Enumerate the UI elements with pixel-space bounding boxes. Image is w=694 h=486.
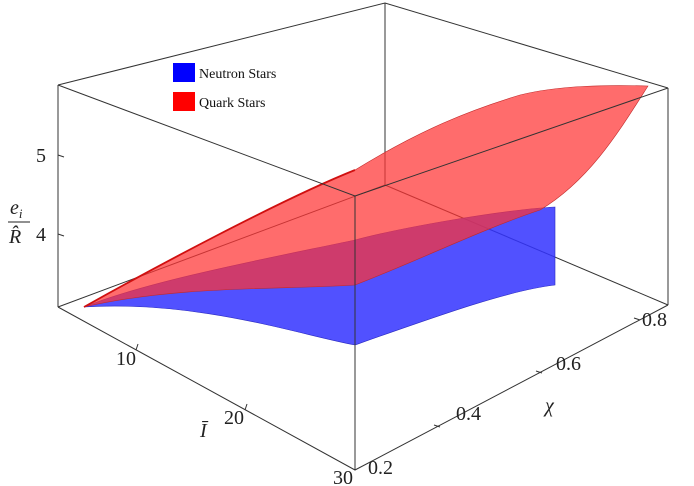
legend: Neutron Stars Quark Stars <box>173 63 276 111</box>
x-axis: 10 20 30 Ī <box>116 343 353 486</box>
surface-quark-stars <box>83 85 649 308</box>
y-tick-label-0.8: 0.8 <box>642 309 667 331</box>
x-tick-label-20: 20 <box>224 407 244 429</box>
legend-swatch-neutron-stars <box>173 63 195 82</box>
legend-label-neutron-stars: Neutron Stars <box>199 67 276 82</box>
z-tick-label-4: 4 <box>36 224 46 246</box>
box-front-edges <box>57 84 669 471</box>
legend-swatch-quark-stars <box>173 92 195 111</box>
z-axis: 5 4 ei R̂ <box>8 145 65 248</box>
z-axis-label-denominator: R̂ <box>8 225 21 248</box>
quark-front-edge <box>83 169 356 308</box>
z-tick-label-5: 5 <box>36 145 46 167</box>
y-tick-label-0.4: 0.4 <box>456 403 481 425</box>
x-tick-label-10: 10 <box>116 348 136 370</box>
y-axis-label: χ <box>543 395 555 417</box>
quark-surface <box>83 85 649 308</box>
legend-label-quark-stars: Quark Stars <box>199 96 266 111</box>
z-axis-label-numerator: ei <box>10 197 23 221</box>
x-tick-label-30: 30 <box>333 467 353 486</box>
y-tick-label-0.6: 0.6 <box>556 353 581 375</box>
x-axis-label: Ī <box>199 420 209 442</box>
y-tick-label-0.2: 0.2 <box>368 457 393 479</box>
y-axis: 0.2 0.4 0.6 0.8 χ <box>368 309 667 479</box>
